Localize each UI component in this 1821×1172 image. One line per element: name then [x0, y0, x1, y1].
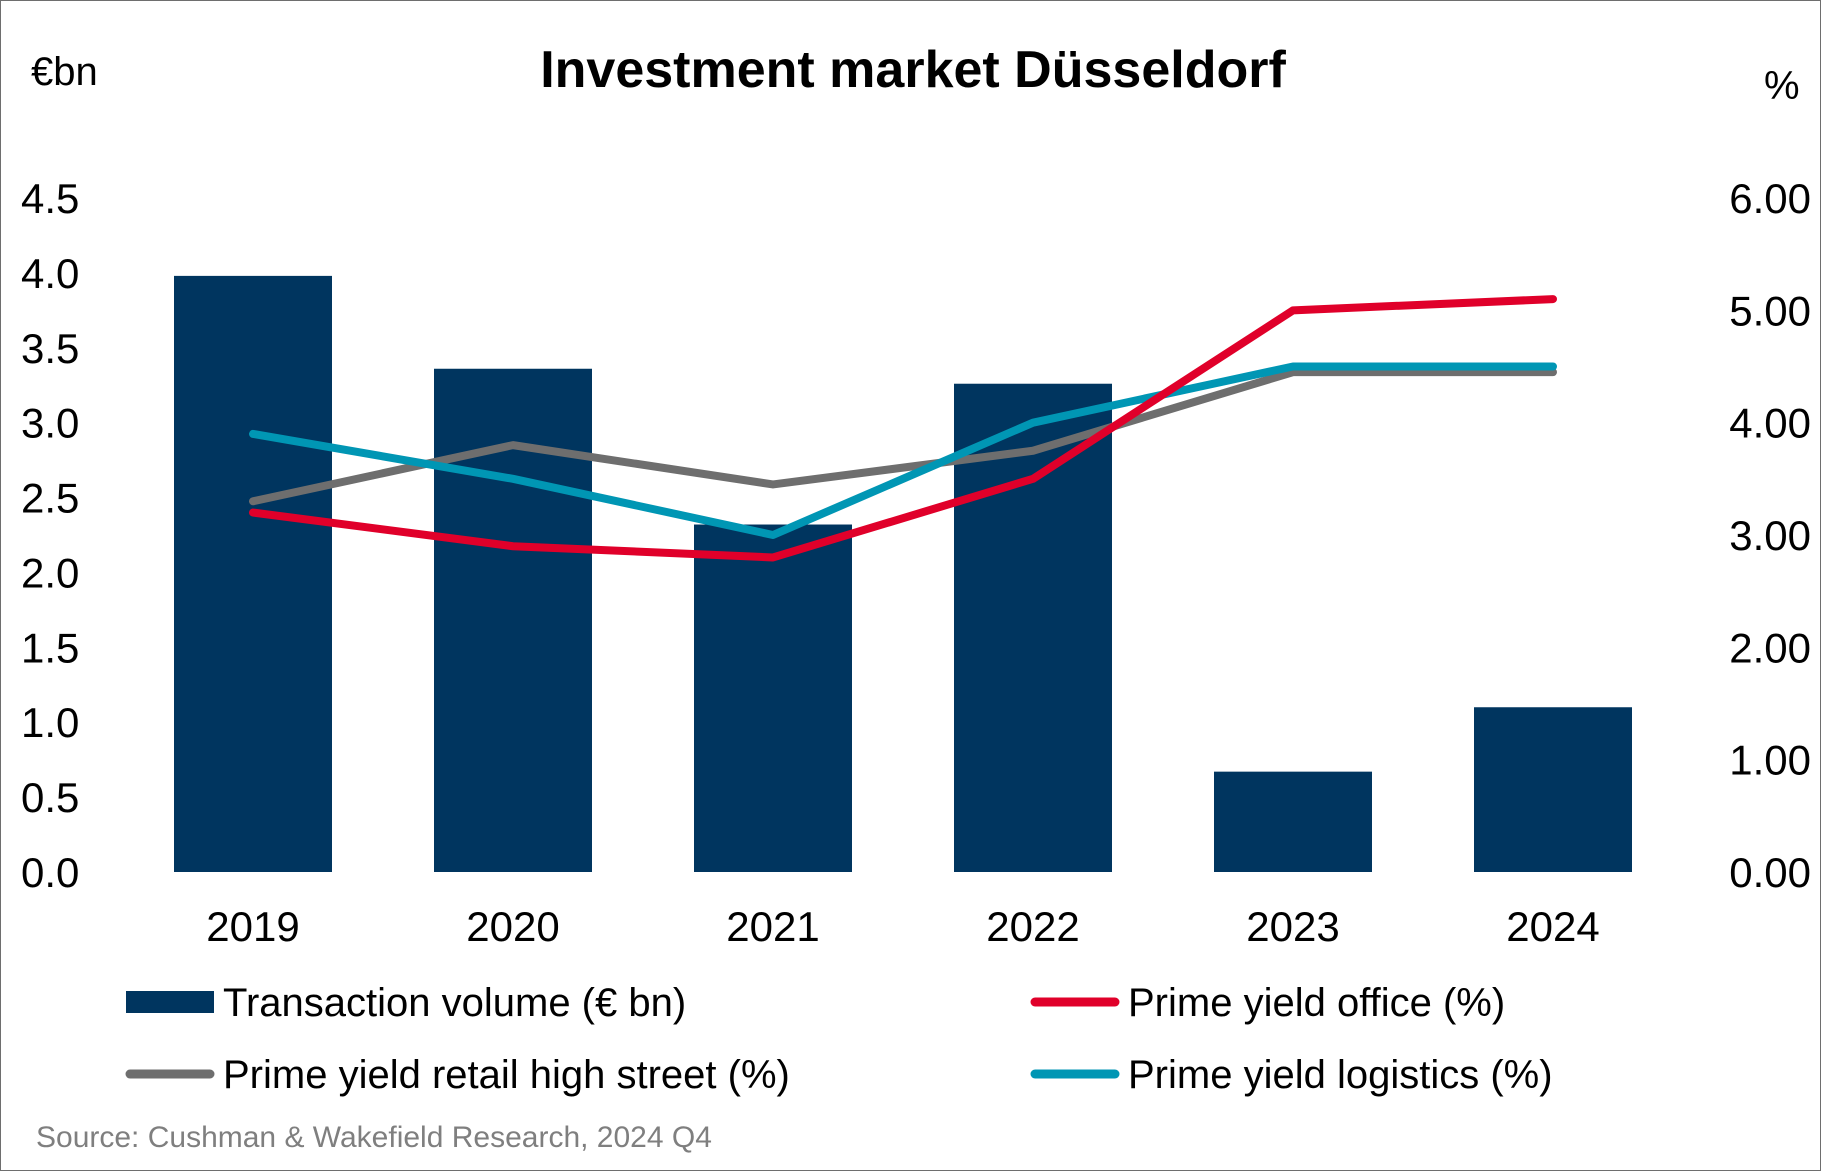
left-tick-label: 0.5 [21, 774, 79, 821]
left-tick-label: 4.5 [21, 175, 79, 222]
line-series-2 [249, 368, 1557, 506]
right-tick-label: 5.00 [1729, 287, 1811, 334]
right-tick-label: 6.00 [1729, 175, 1811, 222]
chart-title: Investment market Düsseldorf [540, 41, 1286, 99]
right-axis-ticks: 0.00 1.00 2.00 3.00 4.00 5.00 6.00 [1729, 175, 1811, 896]
left-tick-label: 3.0 [21, 400, 79, 447]
legend-label: Transaction volume (€ bn) [223, 981, 686, 1025]
left-tick-label: 4.0 [21, 250, 79, 297]
x-tick-label: 2022 [986, 903, 1079, 950]
right-tick-label: 2.00 [1729, 624, 1811, 671]
legend-label: Prime yield logistics (%) [1128, 1053, 1553, 1097]
x-axis-labels: 2019 2020 2021 2022 2023 2024 [206, 903, 1599, 950]
source-note: Source: Cushman & Wakefield Research, 20… [36, 1121, 712, 1154]
left-tick-label: 3.5 [21, 325, 79, 372]
right-axis-unit: % [1764, 64, 1800, 108]
left-axis-ticks: 0.0 0.5 1.0 1.5 2.0 2.5 3.0 3.5 4.0 4.5 [21, 175, 79, 896]
line-series [249, 295, 1557, 562]
left-tick-label: 2.0 [21, 549, 79, 596]
x-tick-label: 2019 [206, 903, 299, 950]
left-axis-unit: €bn [31, 50, 98, 94]
bar-2023 [1214, 771, 1372, 872]
right-tick-label: 0.00 [1729, 849, 1811, 896]
line-series-1 [249, 295, 1557, 562]
right-tick-label: 3.00 [1729, 512, 1811, 559]
line-series-3 [249, 362, 1557, 539]
legend-label: Prime yield retail high street (%) [223, 1053, 790, 1097]
legend-swatch-bar [126, 991, 214, 1013]
x-tick-label: 2024 [1506, 903, 1599, 950]
bar-2019 [174, 275, 332, 873]
legend: Transaction volume (€ bn) Prime yield off… [125, 981, 1553, 1097]
left-tick-label: 2.5 [21, 475, 79, 522]
right-tick-label: 4.00 [1729, 400, 1811, 447]
left-tick-label: 0.0 [21, 849, 79, 896]
bar-2024 [1474, 707, 1632, 872]
right-tick-label: 1.00 [1729, 737, 1811, 784]
left-tick-label: 1.0 [21, 699, 79, 746]
x-tick-label: 2020 [466, 903, 559, 950]
bar-2022 [954, 383, 1112, 872]
legend-label: Prime yield office (%) [1128, 981, 1505, 1025]
bar-2021 [694, 524, 852, 872]
x-tick-label: 2021 [726, 903, 819, 950]
x-tick-label: 2023 [1246, 903, 1339, 950]
left-tick-label: 1.5 [21, 624, 79, 671]
